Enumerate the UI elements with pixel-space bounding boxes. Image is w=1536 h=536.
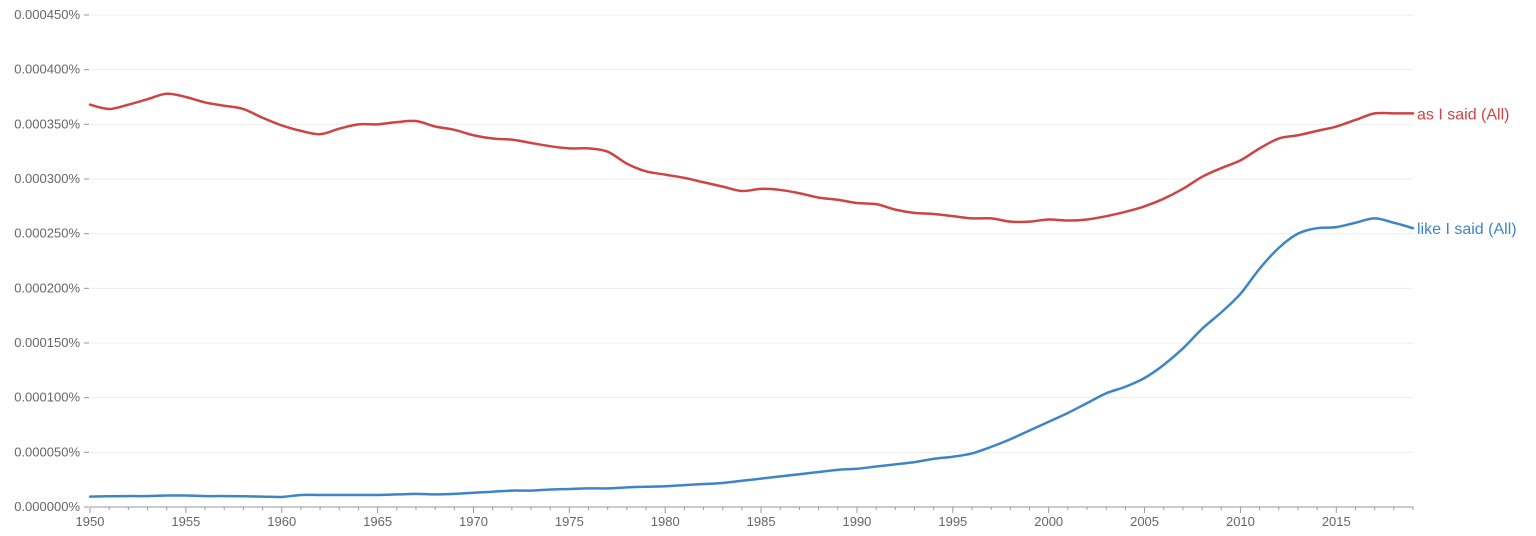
y-tick-label: 0.000300% bbox=[14, 171, 80, 186]
y-tick-label: 0.000050% bbox=[14, 444, 80, 459]
x-tick-label: 2010 bbox=[1226, 514, 1255, 529]
y-tick-label: 0.000400% bbox=[14, 62, 80, 77]
x-tick-label: 2000 bbox=[1034, 514, 1063, 529]
series-label-like-i-said-all: like I said (All) bbox=[1417, 221, 1517, 238]
y-tick-label: 0.000350% bbox=[14, 116, 80, 131]
x-tick-label: 1965 bbox=[363, 514, 392, 529]
y-tick-label: 0.000450% bbox=[14, 7, 80, 22]
y-tick-label: 0.000200% bbox=[14, 280, 80, 295]
y-tick-label: 0.000250% bbox=[14, 226, 80, 241]
x-tick-label: 1975 bbox=[555, 514, 584, 529]
series-labels: as I said (All) like I said (All) bbox=[1417, 106, 1517, 238]
x-tick-label: 2005 bbox=[1130, 514, 1159, 529]
y-tick-label: 0.000000% bbox=[14, 499, 80, 514]
y-tick-label: 0.000100% bbox=[14, 390, 80, 405]
x-tick-label: 1990 bbox=[842, 514, 871, 529]
series-line-like-i-said-all[interactable] bbox=[88, 217, 1415, 499]
x-tick-label: 2015 bbox=[1322, 514, 1351, 529]
y-tick-label: 0.000150% bbox=[14, 335, 80, 350]
x-tick-label: 1950 bbox=[76, 514, 105, 529]
x-tick-label: 1955 bbox=[171, 514, 200, 529]
axes: 0.000000% 0.000050% 0.000100% 0.000150% 0.00… bbox=[14, 7, 1414, 529]
x-tick-label: 1995 bbox=[938, 514, 967, 529]
grid-lines bbox=[90, 14, 1413, 453]
x-tick-label: 1960 bbox=[267, 514, 296, 529]
series-label-as-i-said-all: as I said (All) bbox=[1417, 106, 1509, 123]
series-line-as-i-said-all[interactable] bbox=[88, 92, 1415, 224]
x-tick-label: 1980 bbox=[651, 514, 680, 529]
x-tick-label: 1970 bbox=[459, 514, 488, 529]
series-lines bbox=[88, 92, 1415, 499]
x-tick-label: 1985 bbox=[747, 514, 776, 529]
